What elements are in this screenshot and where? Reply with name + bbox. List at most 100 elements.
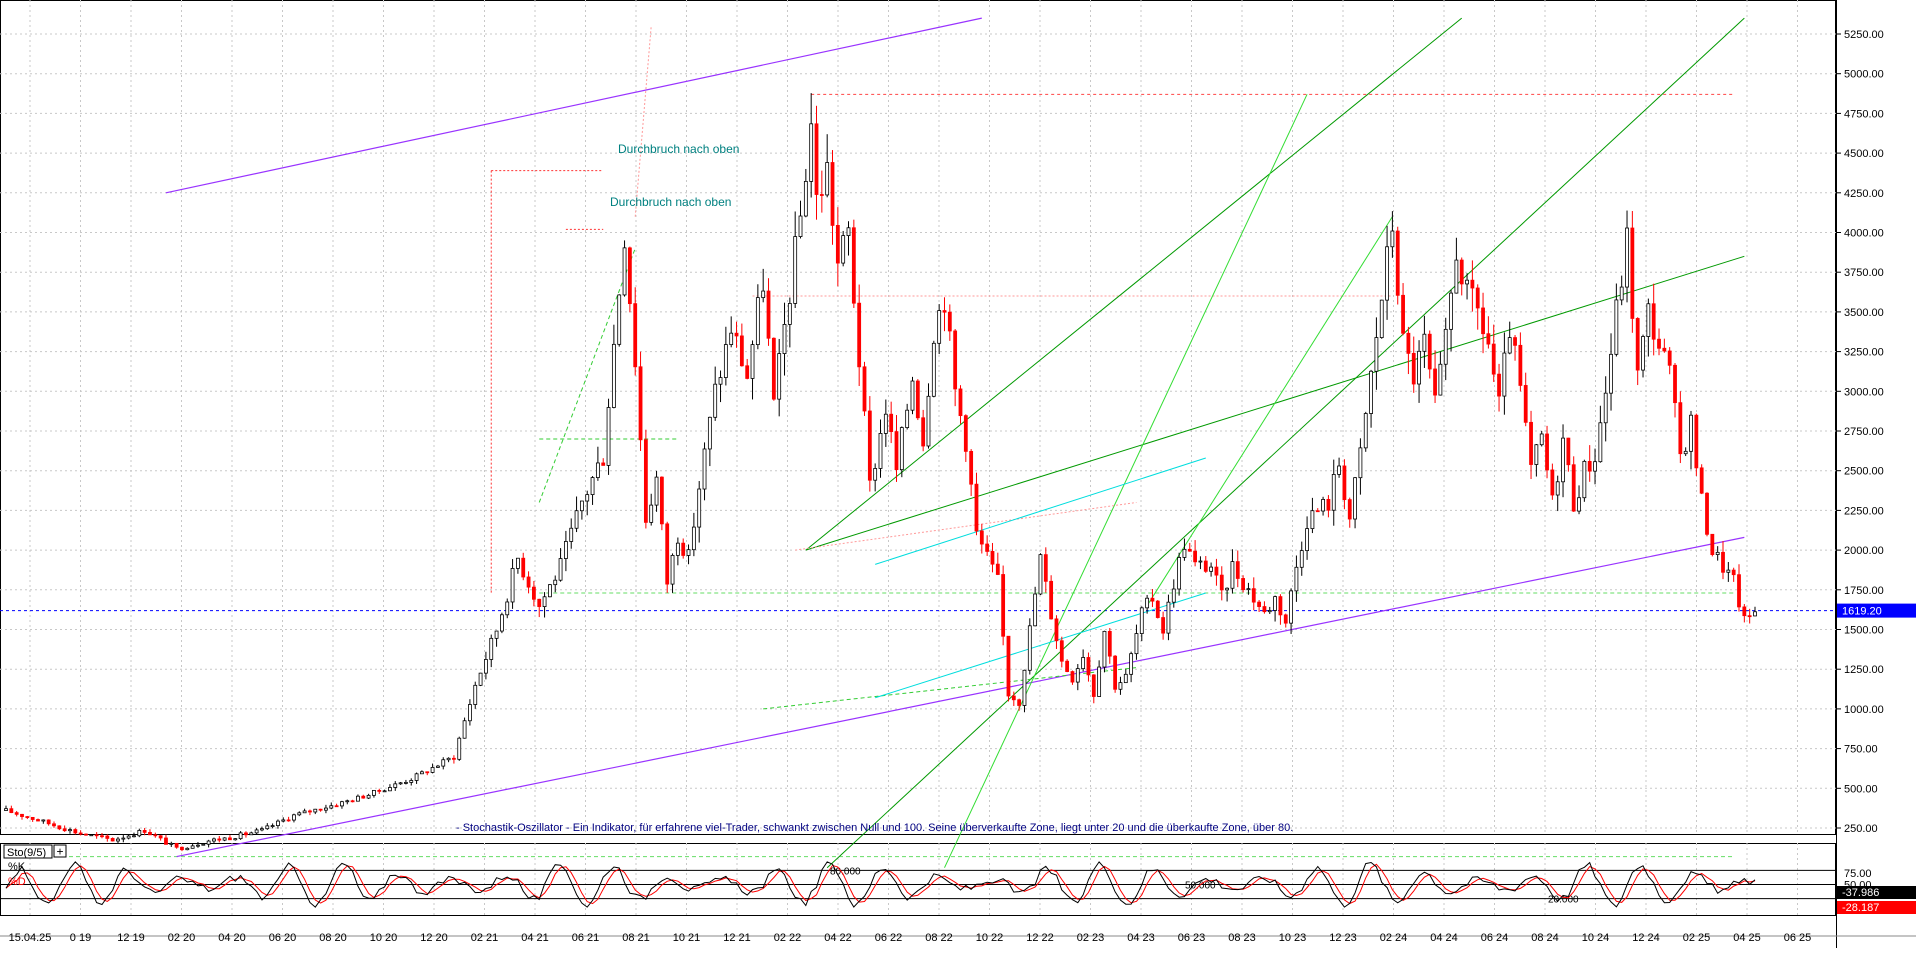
candle-body (926, 395, 931, 447)
stoch-d-line (5, 863, 1756, 905)
candle-body (121, 837, 126, 840)
candle-body (1550, 469, 1555, 496)
candle-body (1699, 467, 1704, 494)
y-tick-label: 3750.00 (1844, 267, 1884, 279)
candle-body (1443, 328, 1448, 365)
candle-body (174, 842, 179, 848)
candle-body (574, 510, 579, 529)
candle-body (1257, 601, 1261, 607)
candle-body (1310, 510, 1315, 530)
candle-body (798, 215, 803, 237)
candle-body (1081, 657, 1086, 670)
candle-body (270, 825, 275, 828)
candle-body (1059, 640, 1064, 662)
candle-body (1561, 437, 1565, 483)
stoch-k-value: -37.986 (1842, 887, 1879, 899)
y-tick-label: 3000.00 (1844, 386, 1884, 398)
candle-body (1363, 413, 1368, 449)
candle-body (771, 337, 776, 400)
candle-body (915, 380, 920, 419)
candle-body (734, 332, 739, 337)
candle-body (537, 598, 542, 608)
candle-body (308, 810, 312, 813)
candle-body (1401, 294, 1405, 334)
candle-body (521, 557, 526, 578)
candle-body (1337, 465, 1341, 475)
x-tick-label: 10 24 (1582, 932, 1610, 944)
candle-body (931, 342, 936, 397)
candle-body (1518, 344, 1523, 386)
candle-body (1246, 588, 1251, 591)
candle-body (137, 830, 142, 837)
candle-body (1593, 461, 1597, 472)
candle-body (1107, 630, 1112, 657)
candle-body (601, 462, 606, 466)
candle-body (158, 835, 163, 839)
candle-body (398, 782, 403, 785)
candle-body (1742, 606, 1747, 617)
candle-body (1459, 259, 1464, 285)
candle-body (94, 834, 99, 837)
candle-body (1097, 666, 1102, 697)
candle-body (169, 842, 174, 845)
candle-body (478, 672, 483, 686)
candle-body (995, 563, 1000, 575)
x-tick-label: 08 20 (319, 932, 347, 944)
candle-body (755, 297, 760, 346)
stoch-level-label: 20.000 (1548, 895, 1579, 906)
candle-body (244, 832, 248, 836)
x-axis: 15.04.25 0 19 12 19 02 20 04 20 06 20 08 20 10 … (9, 932, 1812, 944)
candle-body (526, 576, 531, 588)
candle-body (1390, 230, 1395, 248)
candle-body (1214, 566, 1219, 576)
candle-body (713, 383, 718, 418)
candle-body (1657, 338, 1661, 349)
candle-body (819, 194, 824, 196)
candle-body (1614, 299, 1619, 355)
candle-body (803, 181, 808, 217)
candle-body (388, 787, 392, 792)
candle-body (164, 837, 168, 845)
candle-body (766, 290, 771, 339)
x-tick-label: 10 20 (370, 932, 398, 944)
candle-body (1075, 668, 1080, 683)
candle-body (835, 224, 840, 264)
candle-body (1662, 347, 1667, 352)
candle-body (1209, 566, 1214, 572)
candle-body (878, 433, 883, 469)
candle-body (1689, 414, 1693, 452)
candle-body (1587, 460, 1592, 472)
candle-body (276, 820, 280, 827)
candle-body (9, 808, 14, 814)
candle-body (286, 819, 291, 822)
stoch-y-tick-label: 75.00 (1844, 868, 1872, 880)
candle-body (777, 353, 782, 400)
candle-body (579, 500, 584, 512)
y-tick-label: 250.00 (1844, 823, 1878, 835)
candle-body (1241, 578, 1245, 591)
candle-body (30, 816, 35, 820)
candle-body (942, 310, 947, 313)
candle-body (420, 771, 424, 775)
x-tick-label: 06 20 (269, 932, 297, 944)
y-tick-label: 4500.00 (1844, 148, 1884, 160)
stoch-d-value: -28.187 (1842, 902, 1879, 914)
candle-body (1230, 561, 1235, 589)
channel-lower-line (176, 536, 1745, 858)
candle-body (1166, 601, 1171, 634)
y-tick-label: 500.00 (1844, 783, 1878, 795)
x-tick-label: 02 24 (1380, 932, 1408, 944)
candle-body (382, 790, 387, 793)
candle-body (14, 812, 19, 815)
x-tick-label: 10 21 (673, 932, 701, 944)
trend-line-dashed (538, 248, 636, 503)
candle-body (665, 523, 670, 585)
candle-body (1555, 481, 1560, 496)
annotations: Durchbruch nach oben Durchbruch nach oben… (456, 142, 1293, 834)
candle-body (345, 800, 350, 803)
candle-body (814, 123, 819, 195)
candle-body (404, 782, 408, 784)
candle-body (825, 162, 830, 196)
x-tick-label: 02 20 (168, 932, 196, 944)
